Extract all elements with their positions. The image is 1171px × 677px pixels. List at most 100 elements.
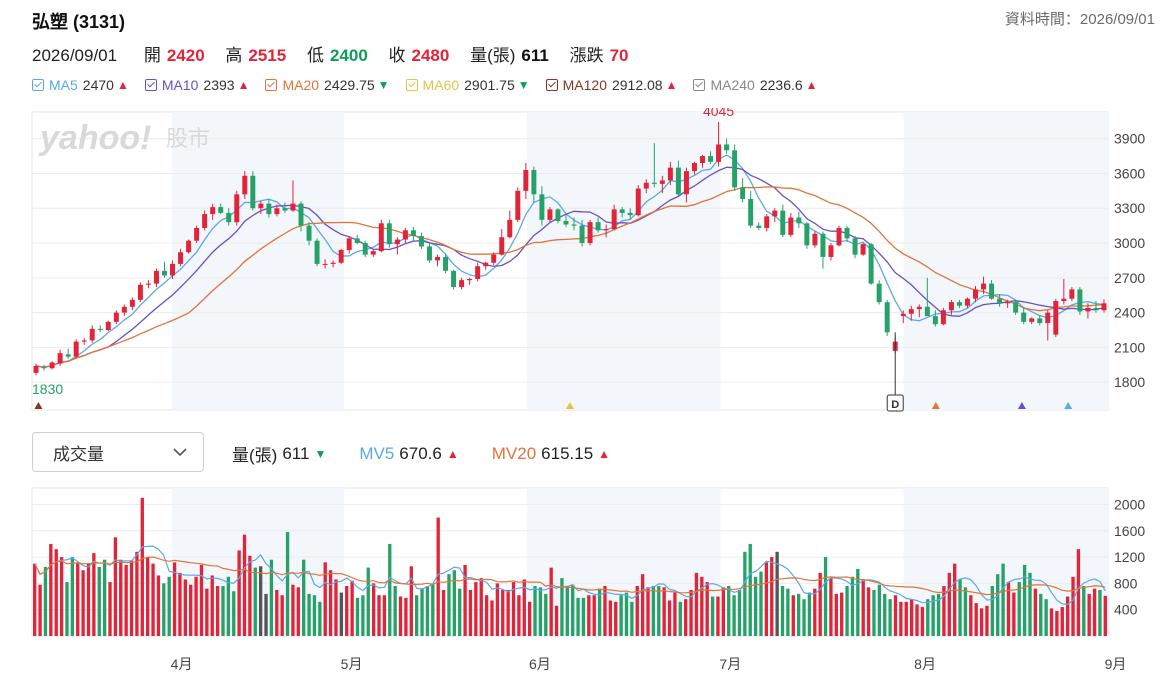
event-marker-icon: [1064, 402, 1073, 409]
ma-legend-item-ma10[interactable]: MA10 2393 ▲: [144, 77, 250, 93]
volume-bar: [597, 588, 602, 636]
chevron-down-icon: [173, 442, 187, 462]
indicator-select-label: 成交量: [53, 444, 104, 464]
checkbox-icon[interactable]: [545, 79, 558, 91]
candle-body: [322, 263, 328, 265]
volume-chart: 400 800 1200 1600 2000 4月 5月 6月 7月 8月 9月: [31, 487, 1145, 672]
month-label: 4月: [171, 656, 193, 672]
volume-bar: [667, 600, 672, 636]
candle-body: [306, 225, 312, 241]
volume-bar: [608, 600, 613, 636]
candle-body: [900, 313, 906, 317]
candle-body: [370, 251, 376, 255]
candle-body: [820, 233, 826, 257]
ma-legend-item-ma20[interactable]: MA20 2429.75 ▼: [265, 77, 390, 93]
month-label: 9月: [1105, 656, 1127, 672]
volume-bar: [215, 586, 220, 636]
candle-body: [579, 225, 585, 244]
volume-bar: [1071, 576, 1075, 636]
volume-bar: [947, 572, 951, 636]
ma-legend-item-ma5[interactable]: MA5 2470 ▲: [32, 77, 129, 93]
volume-bar: [404, 597, 408, 636]
candle-body: [547, 209, 553, 220]
candle-body: [202, 214, 208, 228]
ma-legend-item-ma60[interactable]: MA60 2901.75 ▼: [405, 77, 530, 93]
candle-body: [507, 219, 513, 238]
checkbox-icon[interactable]: [693, 79, 706, 91]
volume-bar: [764, 562, 769, 636]
mv20-label: MV20: [491, 443, 537, 463]
candle-body: [137, 284, 143, 300]
checkbox-icon[interactable]: [32, 79, 44, 91]
ma-legend-item-ma120[interactable]: MA120 2912.08 ▲: [545, 77, 677, 93]
volume-bar: [307, 593, 311, 636]
close-label: 收: [388, 46, 406, 65]
volume-bar: [1082, 586, 1086, 636]
month-label: 5月: [341, 656, 363, 672]
candle-body: [178, 252, 184, 264]
candle-body: [451, 270, 457, 288]
volume-bar: [1076, 549, 1081, 636]
checkbox-icon[interactable]: [144, 79, 157, 91]
volume-bar: [54, 549, 58, 636]
volume-value: 611: [521, 46, 549, 65]
dividend-marker-label: D: [891, 399, 899, 411]
volume-bar: [673, 592, 677, 636]
volume-bar: [113, 537, 118, 636]
price-tick-label: 3000: [1114, 235, 1145, 251]
volume-bar: [232, 591, 236, 636]
volume-bar: [689, 589, 693, 636]
candle-body: [916, 306, 922, 310]
volume-bar: [544, 593, 548, 636]
quote-date: 2026/09/01: [32, 46, 118, 65]
checkbox-icon[interactable]: [405, 79, 418, 91]
candle-body: [571, 224, 577, 226]
candle-body: [467, 278, 473, 281]
volume-bar: [350, 580, 354, 636]
candle-body: [515, 190, 521, 220]
candle-body: [651, 182, 657, 184]
volume-bar: [296, 587, 300, 636]
volume-bar: [646, 587, 650, 636]
volume-bar: [737, 589, 742, 636]
checkbox-icon[interactable]: [265, 79, 278, 91]
volume-bar: [662, 587, 666, 636]
event-marker-icon: [566, 402, 574, 409]
volume-bar: [484, 595, 489, 636]
candle-body: [876, 283, 882, 303]
volume-bar: [678, 601, 682, 636]
ma-legend-item-ma240[interactable]: MA240 2236.6 ▲: [693, 77, 818, 93]
candle-body: [932, 316, 938, 325]
candle-body: [1029, 318, 1035, 322]
indicator-select[interactable]: 成交量: [32, 432, 204, 472]
volume-bar: [506, 589, 510, 636]
vol-label: 量(張): [232, 446, 278, 465]
candle-body: [418, 236, 424, 247]
volume-bar: [167, 576, 171, 636]
volume-bar: [1065, 596, 1070, 636]
volume-bar: [635, 586, 639, 636]
volume-bar: [953, 563, 957, 636]
volume-tick-label: 1200: [1114, 549, 1145, 565]
highlight-band: [526, 112, 721, 410]
volume-bar: [727, 586, 731, 636]
volume-bar: [242, 534, 247, 636]
volume-bar: [156, 575, 161, 636]
volume-bar: [823, 557, 828, 636]
candle-body: [973, 289, 978, 299]
candle-body: [724, 144, 730, 151]
candle-body: [394, 239, 400, 245]
volume-bar: [431, 583, 435, 636]
volume-bar: [705, 582, 709, 636]
volume-bar: [108, 582, 112, 636]
volume-bar: [425, 586, 430, 636]
ma-trend-icon: ▲: [237, 78, 250, 92]
volume-bar: [361, 595, 365, 636]
volume-bar: [1103, 595, 1107, 636]
candle-body: [611, 209, 617, 230]
ma20-line: [35, 186, 1105, 368]
volume-bar: [129, 560, 134, 636]
candle-body: [97, 328, 103, 330]
candle-body: [105, 321, 111, 330]
volume-legend: 量(張) 611 ▼ MV5 670.6 ▲ MV20 615.15 ▲: [232, 441, 633, 466]
